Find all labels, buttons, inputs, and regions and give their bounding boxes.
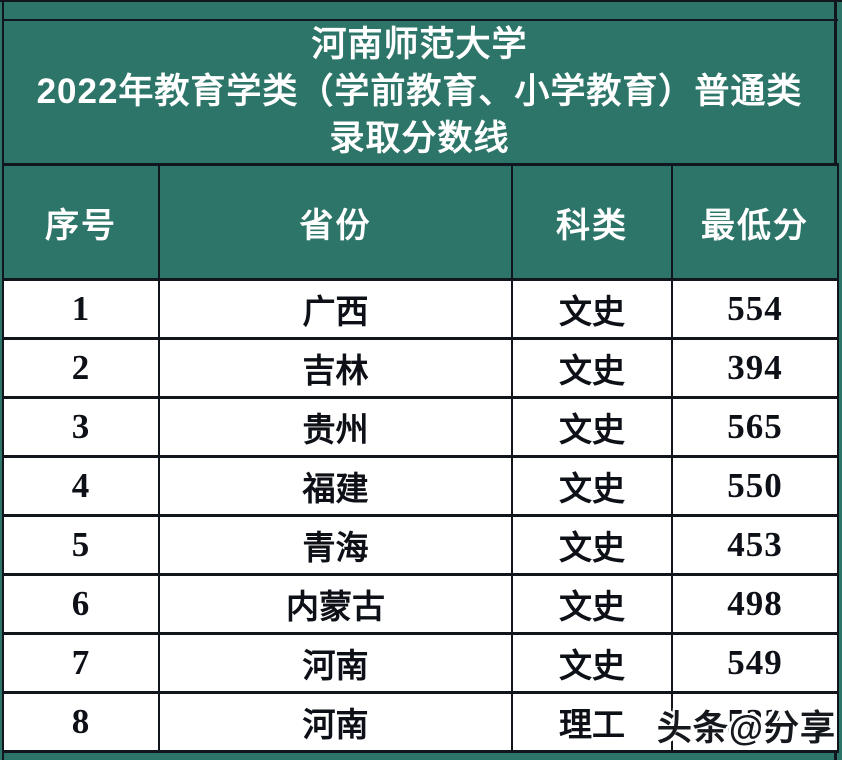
serial-cell: 1 xyxy=(2,278,160,340)
serial-cell: 7 xyxy=(2,632,160,694)
col-header-category: 科类 xyxy=(511,163,673,281)
table-row: 6 内蒙古 文史 498 xyxy=(2,573,839,635)
col-header-min-score: 最低分 xyxy=(671,163,839,281)
title-line-1: 河南师范大学 xyxy=(311,24,528,64)
score-cell: 565 xyxy=(671,396,839,458)
col-header-province: 省份 xyxy=(158,163,513,281)
province-cell: 贵州 xyxy=(158,396,513,458)
score-cell: 532 xyxy=(671,691,839,753)
serial-cell: 5 xyxy=(2,514,160,576)
score-cell: 394 xyxy=(671,337,839,399)
table-row: 8 河南 理工 532 xyxy=(2,691,839,753)
category-cell: 文史 xyxy=(511,514,673,576)
category-cell: 文史 xyxy=(511,278,673,340)
category-cell: 文史 xyxy=(511,632,673,694)
score-cell: 498 xyxy=(671,573,839,635)
title-top-grid-line xyxy=(2,19,838,21)
top-edge-grid-line xyxy=(0,0,842,2)
serial-cell: 3 xyxy=(2,396,160,458)
serial-cell: 6 xyxy=(2,573,160,635)
serial-cell: 8 xyxy=(2,691,160,753)
serial-cell: 2 xyxy=(2,337,160,399)
serial-cell: 4 xyxy=(2,455,160,517)
province-cell: 河南 xyxy=(158,632,513,694)
category-cell: 文史 xyxy=(511,337,673,399)
admission-score-table: 序号 省份 科类 最低分 1 广西 文史 554 2 吉林 文史 394 3 贵… xyxy=(2,163,839,753)
province-cell: 内蒙古 xyxy=(158,573,513,635)
score-cell: 453 xyxy=(671,514,839,576)
table-row: 3 贵州 文史 565 xyxy=(2,396,839,458)
table-row: 1 广西 文史 554 xyxy=(2,278,839,340)
header-row: 序号 省份 科类 最低分 xyxy=(2,163,839,281)
category-cell: 文史 xyxy=(511,396,673,458)
province-cell: 河南 xyxy=(158,691,513,753)
table-row: 2 吉林 文史 394 xyxy=(2,337,839,399)
province-cell: 青海 xyxy=(158,514,513,576)
title-line-2: 2022年教育学类（学前教育、小学教育）普通类 xyxy=(36,71,803,111)
table-row: 7 河南 文史 549 xyxy=(2,632,839,694)
province-cell: 广西 xyxy=(158,278,513,340)
category-cell: 文史 xyxy=(511,573,673,635)
toutiao-share-watermark: 头条@分享 xyxy=(656,709,836,748)
category-cell: 文史 xyxy=(511,455,673,517)
page-title: 河南师范大学 2022年教育学类（学前教育、小学教育）普通类 录取分数线 xyxy=(6,21,833,161)
col-header-serial: 序号 xyxy=(2,163,160,281)
province-cell: 吉林 xyxy=(158,337,513,399)
category-cell: 理工 xyxy=(511,691,673,753)
table-row: 5 青海 文史 453 xyxy=(2,514,839,576)
table-row: 4 福建 文史 550 xyxy=(2,455,839,517)
title-line-3: 录取分数线 xyxy=(329,118,510,158)
province-cell: 福建 xyxy=(158,455,513,517)
table-header: 序号 省份 科类 最低分 xyxy=(2,163,839,281)
score-cell: 550 xyxy=(671,455,839,517)
score-cell: 549 xyxy=(671,632,839,694)
score-cell: 554 xyxy=(671,278,839,340)
table-body: 1 广西 文史 554 2 吉林 文史 394 3 贵州 文史 565 4 福建… xyxy=(2,278,839,753)
